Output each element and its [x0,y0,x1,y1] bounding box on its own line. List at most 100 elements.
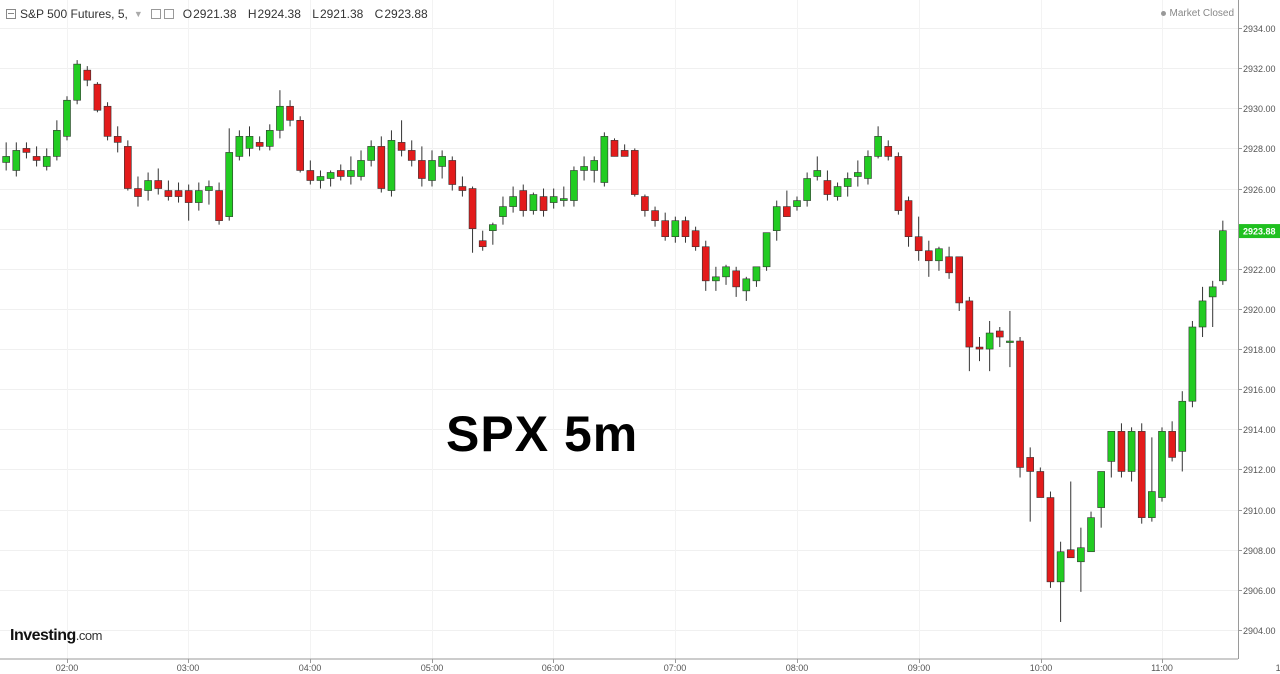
y-axis-ticks: 2904.00 2906.00 2908.00 2910.00 2912.00 2914.… [1238,24,1276,636]
brand-name: Investing [10,627,76,644]
candle [742,276,751,301]
candle-body [1188,326,1197,402]
candle [641,194,649,217]
grid-lines [0,0,1238,659]
candle [499,196,507,225]
collapse-icon[interactable] [6,9,16,19]
candle [935,246,943,271]
candle-body [63,99,71,137]
brand-suffix: .com [75,628,103,643]
candle-body [438,156,446,167]
y-tick-label: 2934.00 [1243,24,1276,34]
candle [438,150,446,179]
candle [580,156,588,181]
candle [783,190,791,217]
candle [468,186,477,253]
investing-logo: Investing.com [10,627,102,645]
candle [1036,467,1045,498]
candle-body [985,332,994,350]
candle [864,150,872,185]
candle-body [539,196,548,211]
y-tick-label: 2908.00 [1243,546,1276,556]
candles [2,60,1227,622]
x-tick-label: 08:00 [786,663,809,673]
candle-body [570,170,578,201]
candle [539,188,548,217]
candle-body [600,136,609,183]
candle [894,152,903,215]
candle [560,186,568,207]
candle [458,176,467,197]
candle-body [499,206,507,217]
candle-body [124,146,132,189]
y-tick-label: 2932.00 [1243,64,1276,74]
candle-body [1168,431,1176,458]
candle [336,164,345,181]
candle-body [610,140,619,157]
x-tick-label: 05:00 [421,663,444,673]
candle-body [833,186,842,197]
close-value: 2923.88 [384,7,428,21]
candle-body [884,146,893,157]
candle-body [113,136,122,143]
candle-body [661,220,669,237]
candle [225,128,234,221]
candle-body [1137,431,1146,518]
candle-body [103,105,112,137]
candle [245,126,254,157]
candle-body [914,236,923,252]
candle-body [195,190,203,203]
y-tick-label: 2928.00 [1243,144,1276,154]
candle [975,337,984,362]
y-tick-label: 2906.00 [1243,586,1276,596]
last-price-badge [1239,224,1280,239]
candle [620,144,629,157]
candle [387,130,396,197]
y-tick-label: 2920.00 [1243,305,1276,315]
candle-body [418,160,426,179]
candle-body [1066,549,1075,559]
candle [286,100,294,127]
y-tick-label: 2912.00 [1243,465,1276,475]
candle-body [995,330,1004,338]
candle-body [691,230,700,248]
x-tick-label: 09:00 [908,663,931,673]
candle-body [276,105,284,131]
symbol-title[interactable]: S&P 500 Futures, 5, [20,7,128,21]
candle [681,216,690,243]
candle-body [53,130,61,157]
candle [610,138,619,157]
candle-body [864,156,872,179]
candle-body [590,160,599,171]
candle [478,230,487,251]
candle [1158,427,1166,502]
x-tick-label: 10:00 [1030,663,1053,673]
candle [1178,391,1187,472]
candle [326,170,335,187]
candle-body [549,196,558,203]
candle-body [1127,431,1136,472]
settings-icon[interactable] [163,9,174,19]
chevron-down-icon[interactable]: ▼ [133,9,143,19]
candle [1107,431,1116,478]
candle-body [235,136,244,157]
candle [1208,280,1217,327]
last-price-label: 2923.88 [1243,227,1276,237]
overlay-label: SPX 5m [446,406,639,462]
y-tick-label: 2930.00 [1243,104,1276,114]
candle-body [205,186,213,191]
candle-body [813,170,822,177]
eye-icon[interactable] [150,9,161,19]
candle-body [2,156,10,163]
candle-body [894,156,903,211]
candle [53,120,61,161]
y-tick-label: 2910.00 [1243,506,1276,516]
candle [22,142,31,159]
y-tick-label: 2922.00 [1243,265,1276,275]
candle [83,66,92,87]
candle [489,222,497,245]
open-label: O [182,7,193,21]
candle [1168,421,1176,462]
candle-body [448,160,457,185]
candle-body [772,206,781,231]
